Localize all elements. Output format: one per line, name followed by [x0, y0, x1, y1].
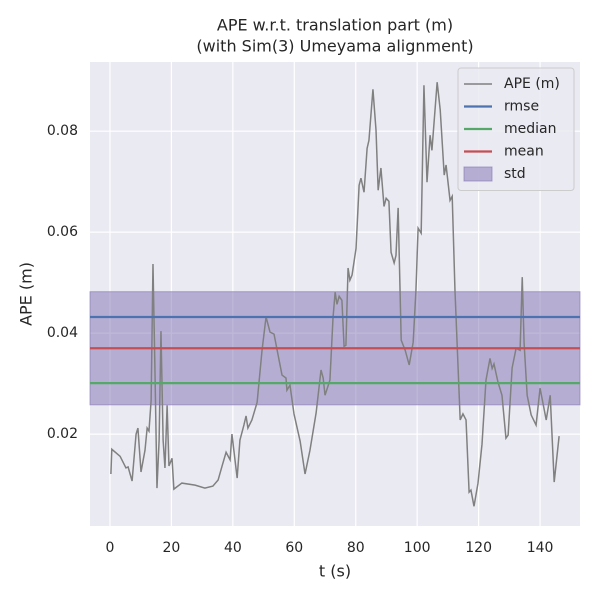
series-line — [110, 82, 560, 507]
legend-label: APE (m) — [504, 76, 560, 92]
legend — [457, 67, 575, 191]
x-tick-label: 40 — [224, 540, 242, 556]
y-tick-label: 0.02 — [47, 426, 78, 442]
y-tick-label: 0.06 — [47, 224, 78, 240]
legend-label: rmse — [504, 99, 539, 115]
chart-title: APE w.r.t. translation part (m) — [217, 16, 453, 35]
y-tick-label: 0.04 — [47, 325, 78, 341]
legend-label: std — [504, 166, 526, 182]
x-tick-label: 60 — [285, 540, 303, 556]
x-tick-label: 120 — [465, 540, 492, 556]
legend-label: mean — [504, 144, 544, 160]
x-tick-label: 20 — [162, 540, 180, 556]
x-tick-label: 140 — [527, 540, 554, 556]
legend-swatch — [463, 166, 493, 182]
x-tick-label: 100 — [404, 540, 431, 556]
y-tick-label: 0.08 — [47, 123, 78, 139]
y-axis-label: APE (m) — [17, 262, 36, 326]
x-tick-label: 0 — [106, 540, 115, 556]
x-axis-label: t (s) — [319, 562, 351, 581]
chart-subtitle: (with Sim(3) Umeyama alignment) — [196, 37, 473, 56]
legend-label: median — [504, 121, 556, 137]
x-tick-label: 80 — [347, 540, 365, 556]
